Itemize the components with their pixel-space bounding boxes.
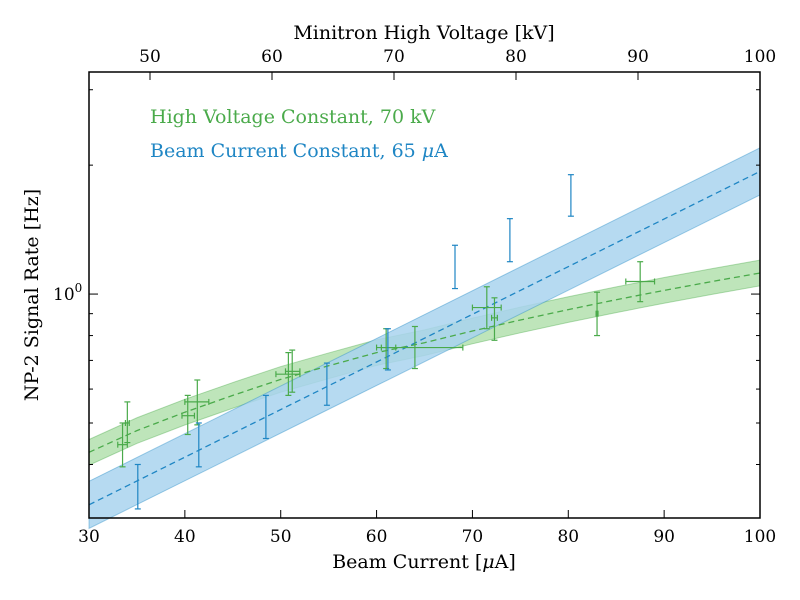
- data-point-series-0-5: [284, 349, 301, 393]
- x-tick-label-50: 50: [270, 527, 292, 547]
- data-point-series-0-7: [380, 325, 464, 370]
- data-point-series-0-3: [184, 379, 210, 426]
- legend-entry-beam-current: Beam Current Constant, 65 μA: [150, 140, 448, 162]
- x2-tick-label-60: 60: [261, 47, 283, 67]
- data-point-series-1-0: [134, 463, 141, 510]
- x2-axis-title: Minitron High Voltage [kV]: [293, 22, 554, 44]
- axis-ticks: 30 40 50 60 70 80 90 100 50 60 70 80 90 100 100: [53, 47, 776, 547]
- x2-tick-label-80: 80: [505, 47, 527, 67]
- fit-line-series-1: [88, 170, 761, 506]
- data-point-series-1-6: [506, 218, 513, 263]
- x2-tick-label-100: 100: [744, 47, 776, 67]
- x-tick-label-30: 30: [78, 527, 100, 547]
- fit-line-series-0: [88, 272, 761, 453]
- data-point-series-1-4: [384, 328, 391, 371]
- data-point-series-0-0: [117, 422, 128, 468]
- data-point-series-0-4: [275, 352, 301, 396]
- data-point-series-0-8: [471, 286, 502, 330]
- x-tick-label-100: 100: [744, 527, 776, 547]
- x2-tick-label-50: 50: [139, 47, 161, 67]
- data-point-series-0-10: [594, 291, 601, 337]
- x-tick-label-60: 60: [366, 527, 388, 547]
- fit-lines: [88, 170, 761, 506]
- x-tick-label-90: 90: [653, 527, 675, 547]
- data-point-series-0-1: [124, 401, 131, 444]
- x2-tick-label-90: 90: [627, 47, 649, 67]
- y-tick-label-1: 100: [53, 281, 82, 305]
- data-point-series-0-9: [491, 297, 498, 341]
- data-point-series-1-3: [323, 362, 330, 406]
- data-point-series-1-7: [567, 174, 574, 217]
- y-axis-title: NP-2 Signal Rate [Hz]: [21, 189, 43, 401]
- x-tick-label-70: 70: [462, 527, 484, 547]
- data-point-series-1-5: [452, 244, 458, 290]
- data-points: [117, 174, 656, 510]
- data-point-series-0-11: [625, 261, 656, 303]
- x-axis-title: Beam Current [μA]: [332, 551, 516, 573]
- data-point-series-1-2: [262, 394, 269, 440]
- legend-entry-high-voltage: High Voltage Constant, 70 kV: [150, 106, 436, 128]
- x-tick-label-80: 80: [557, 527, 579, 547]
- x2-tick-label-70: 70: [383, 47, 405, 67]
- plot-frame: [88, 71, 761, 519]
- x-tick-label-40: 40: [174, 527, 196, 547]
- data-point-series-1-1: [195, 422, 202, 468]
